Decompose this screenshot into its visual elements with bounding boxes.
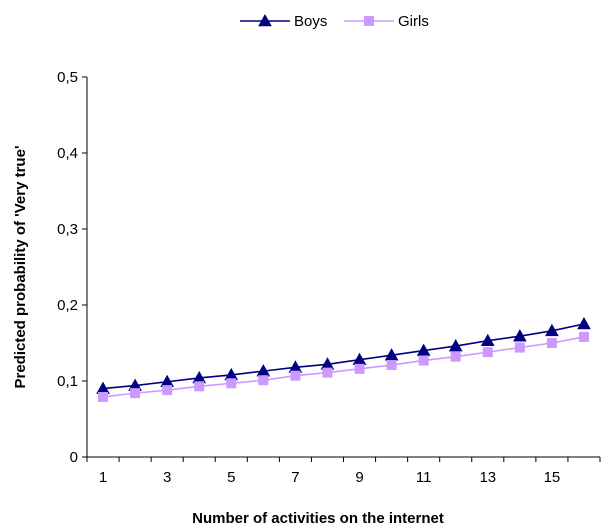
x-tick-label: 15 xyxy=(544,469,561,486)
series-girls xyxy=(98,331,589,402)
legend-marker-boys xyxy=(258,13,272,27)
data-point-girls xyxy=(546,338,557,348)
series-boys xyxy=(96,316,591,394)
x-tick-label: 9 xyxy=(355,469,363,486)
x-tick-label: 11 xyxy=(416,469,432,486)
data-point-boys xyxy=(448,339,463,352)
data-point-girls xyxy=(258,375,269,386)
legend-marker-girls xyxy=(364,16,374,26)
data-point-girls xyxy=(290,370,301,381)
data-point-boys xyxy=(512,329,527,342)
y-tick-label: 0,1 xyxy=(57,373,78,390)
x-ticks: 1 3 5 7 9 11 13 15 xyxy=(86,457,601,486)
data-point-girls xyxy=(354,363,365,374)
data-point-girls xyxy=(450,351,461,362)
axes xyxy=(86,77,600,458)
data-point-boys xyxy=(545,323,559,337)
legend-label-girls: Girls xyxy=(398,13,429,30)
data-point-girls xyxy=(98,391,109,402)
data-point-girls xyxy=(194,381,205,392)
y-tick-label: 0,2 xyxy=(57,297,78,314)
data-point-boys xyxy=(384,348,399,361)
series-line-girls xyxy=(102,336,585,398)
data-point-boys xyxy=(480,333,495,347)
x-tick-label: 5 xyxy=(227,469,235,486)
data-point-girls xyxy=(226,378,237,389)
y-tick-label: 0,4 xyxy=(57,145,78,162)
y-ticks: 0 0,1 0,2 0,3 0,4 0,5 xyxy=(57,69,87,466)
x-tick-label: 3 xyxy=(163,469,171,486)
data-point-girls xyxy=(578,331,589,342)
data-point-boys xyxy=(416,343,431,356)
data-point-girls xyxy=(322,367,333,378)
data-point-girls xyxy=(418,355,429,366)
data-point-girls xyxy=(162,385,173,396)
y-axis-title: Predicted probability of 'Very true' xyxy=(12,145,29,388)
series-line-boys xyxy=(102,323,585,390)
series-group xyxy=(96,316,591,402)
data-point-girls xyxy=(130,388,141,399)
y-tick-label: 0,5 xyxy=(57,69,78,86)
x-axis-title: Number of activities on the internet xyxy=(192,510,444,527)
y-tick-label: 0,3 xyxy=(57,221,78,238)
legend-label-boys: Boys xyxy=(294,13,327,30)
data-point-girls xyxy=(514,342,525,353)
x-tick-label: 13 xyxy=(479,469,496,486)
data-point-boys xyxy=(577,316,591,330)
data-point-girls xyxy=(386,360,397,371)
legend: Boys Girls xyxy=(240,13,429,30)
x-tick-label: 1 xyxy=(99,469,107,486)
x-tick-label: 7 xyxy=(291,469,299,486)
y-tick-label: 0 xyxy=(70,449,78,466)
data-point-girls xyxy=(482,347,493,358)
